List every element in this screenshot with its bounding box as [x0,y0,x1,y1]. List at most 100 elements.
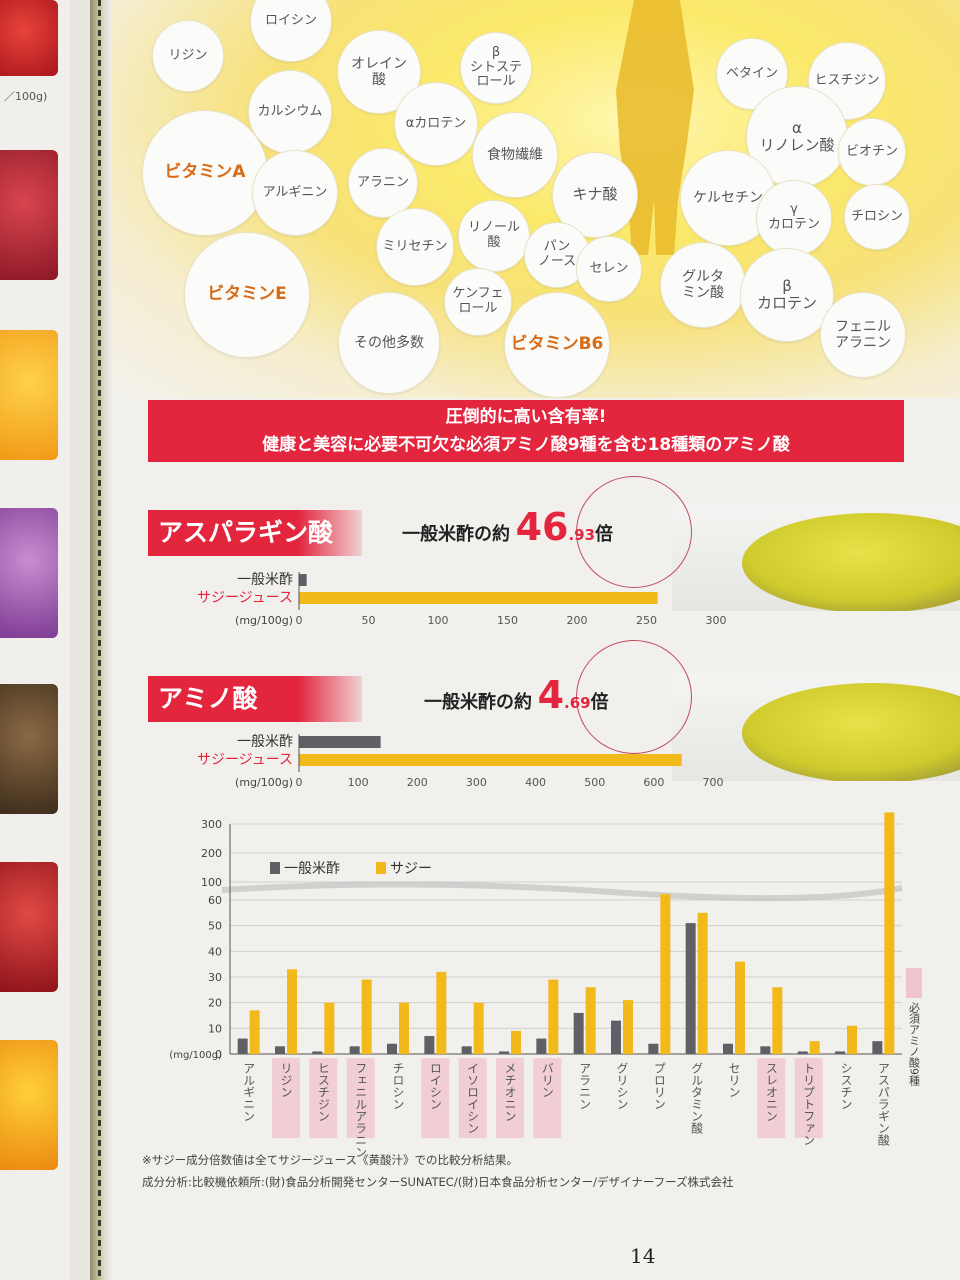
bar-vinegar [760,1046,771,1054]
bar-vinegar [797,1051,808,1054]
x-category-label: メチオニン [503,1062,517,1122]
ratio-unit: 倍 [595,524,614,545]
bar-sajee [847,1025,857,1054]
bar-vinegar [536,1038,547,1054]
essential-highlight [533,1058,562,1138]
x-category-label: アラニン [578,1062,592,1110]
essential-highlight [458,1058,487,1138]
bar-sajee [585,987,596,1054]
x-category-label: トリプトファン [802,1062,816,1146]
x-category-label: アスパラギン酸 [876,1062,890,1146]
bar-vinegar [387,1043,397,1054]
nutrient-bubble: アラニン [348,148,418,218]
y-tick-label: 0 [215,1048,222,1061]
tick-label: 400 [525,776,546,789]
ratio-callout-outline-1 [576,476,692,588]
essential-highlight [346,1058,375,1138]
bar-sajee [884,812,895,1054]
bar-mark [299,592,658,604]
x-category-label: グルタミン酸 [690,1062,704,1134]
headline-line-2: 健康と美容に必要不可欠な必須アミノ酸9種を含む18種類のアミノ酸 [262,435,790,455]
vinegar-bowl-photo-1 [672,503,960,611]
x-category-label: シスチン [839,1062,853,1110]
tick-label: 200 [407,776,428,789]
nutrient-bubble: フェニル アラニン [820,292,906,378]
nutrient-bubble: α リノレン酸 [746,86,848,188]
essential-highlight [757,1058,786,1138]
nutrient-bubble: ビタミンE [184,232,310,358]
bar-sajee [809,1041,820,1054]
bar-mark [299,574,307,586]
nutrient-bubble: リノール 酸 [458,200,530,272]
nutrient-bubble: その他多数 [338,292,440,394]
tick-label: 50 [362,614,376,627]
left-strip-unit: ／100g) [4,90,48,103]
bar-sajee [287,969,297,1054]
bar-sajee [511,1030,521,1054]
essential-legend-swatch [906,968,922,998]
tick-label: 100 [428,614,449,627]
y-tick-label: 200 [201,847,222,860]
x-category-label: バリン [540,1062,554,1098]
x-category-label: イソロイシン [466,1062,480,1134]
y-tick-label: 30 [208,971,222,984]
bar-sajee [324,1002,335,1054]
essential-highlight [421,1058,450,1138]
bar-sajee [623,1000,633,1054]
y-tick-label: 60 [208,894,222,907]
ratio-decimal: .93 [568,526,596,544]
bar-vinegar [499,1051,509,1054]
bar-sajee [660,894,671,1054]
tick-label: 500 [584,776,605,789]
tick-label: 300 [706,614,727,627]
nutrient-bubble: セレン [576,236,642,302]
x-category-label: セリン [727,1062,741,1098]
ratio-callout-1: 一般米酢の約 46.93倍 [402,505,613,549]
y-tick-label: 100 [201,876,222,889]
bar-sajee [735,961,745,1054]
tick-label: 200 [567,614,588,627]
amino-acid-breakdown-chart: 0 10 20 30 40 50 60 100 200 300 (mg/100g) 一般米酢 サジーアル… [169,812,922,1158]
bar-category-label: 一般米酢 [237,572,293,588]
bar-vinegar [648,1043,659,1054]
tick-label: 250 [636,614,657,627]
nutrient-bubble: ロイシン [250,0,332,62]
legend-swatch [376,862,386,874]
nutrient-bubble: β カロテン [740,248,834,342]
x-category-label: スレオニン [764,1062,778,1122]
bar-vinegar [349,1046,360,1054]
bar-sajee [473,1002,484,1054]
section-title-aspartic-acid: アスパラギン酸 [148,510,362,556]
headline-banner: 圧倒的に高い含有率! 健康と美容に必要不可欠な必須アミノ酸9種を含む18種類のア… [148,400,904,462]
x-category-label: プロリン [652,1062,666,1110]
legend-swatch [270,862,280,874]
legend-label: 一般米酢 [284,861,340,877]
nutrient-bubble: グルタ ミン酸 [660,242,746,328]
ratio-lead: 一般米酢の約 [424,692,532,713]
essential-highlight [272,1058,300,1138]
nutrient-bubble: 食物繊維 [472,112,558,198]
nutrient-bubble: アルギニン [252,150,338,236]
bar-vinegar [237,1038,248,1054]
bar-mark [299,754,682,766]
ratio-lead: 一般米酢の約 [402,524,510,545]
y-tick-label: 20 [208,997,222,1010]
bar-vinegar [573,1012,584,1054]
x-category-label: チロシン [391,1062,405,1110]
tick-label: 0 [296,614,303,627]
section-title-amino-acid: アミノ酸 [148,676,362,722]
bar-vinegar [424,1036,435,1054]
nutrient-bubble: チロシン [844,184,910,250]
bar-vinegar [872,1041,883,1054]
nutrient-bubble: γ カロテン [756,180,832,256]
bar-category-label: 一般米酢 [237,734,293,750]
essential-legend-label: 必須アミノ酸9種 [908,1002,921,1086]
tick-label: 600 [643,776,664,789]
nutrient-bubble: ケンフェ ロール [444,268,512,336]
essential-highlight [309,1058,338,1138]
bar-vinegar [611,1020,621,1054]
bar-category-label: サジージュース [197,590,293,606]
